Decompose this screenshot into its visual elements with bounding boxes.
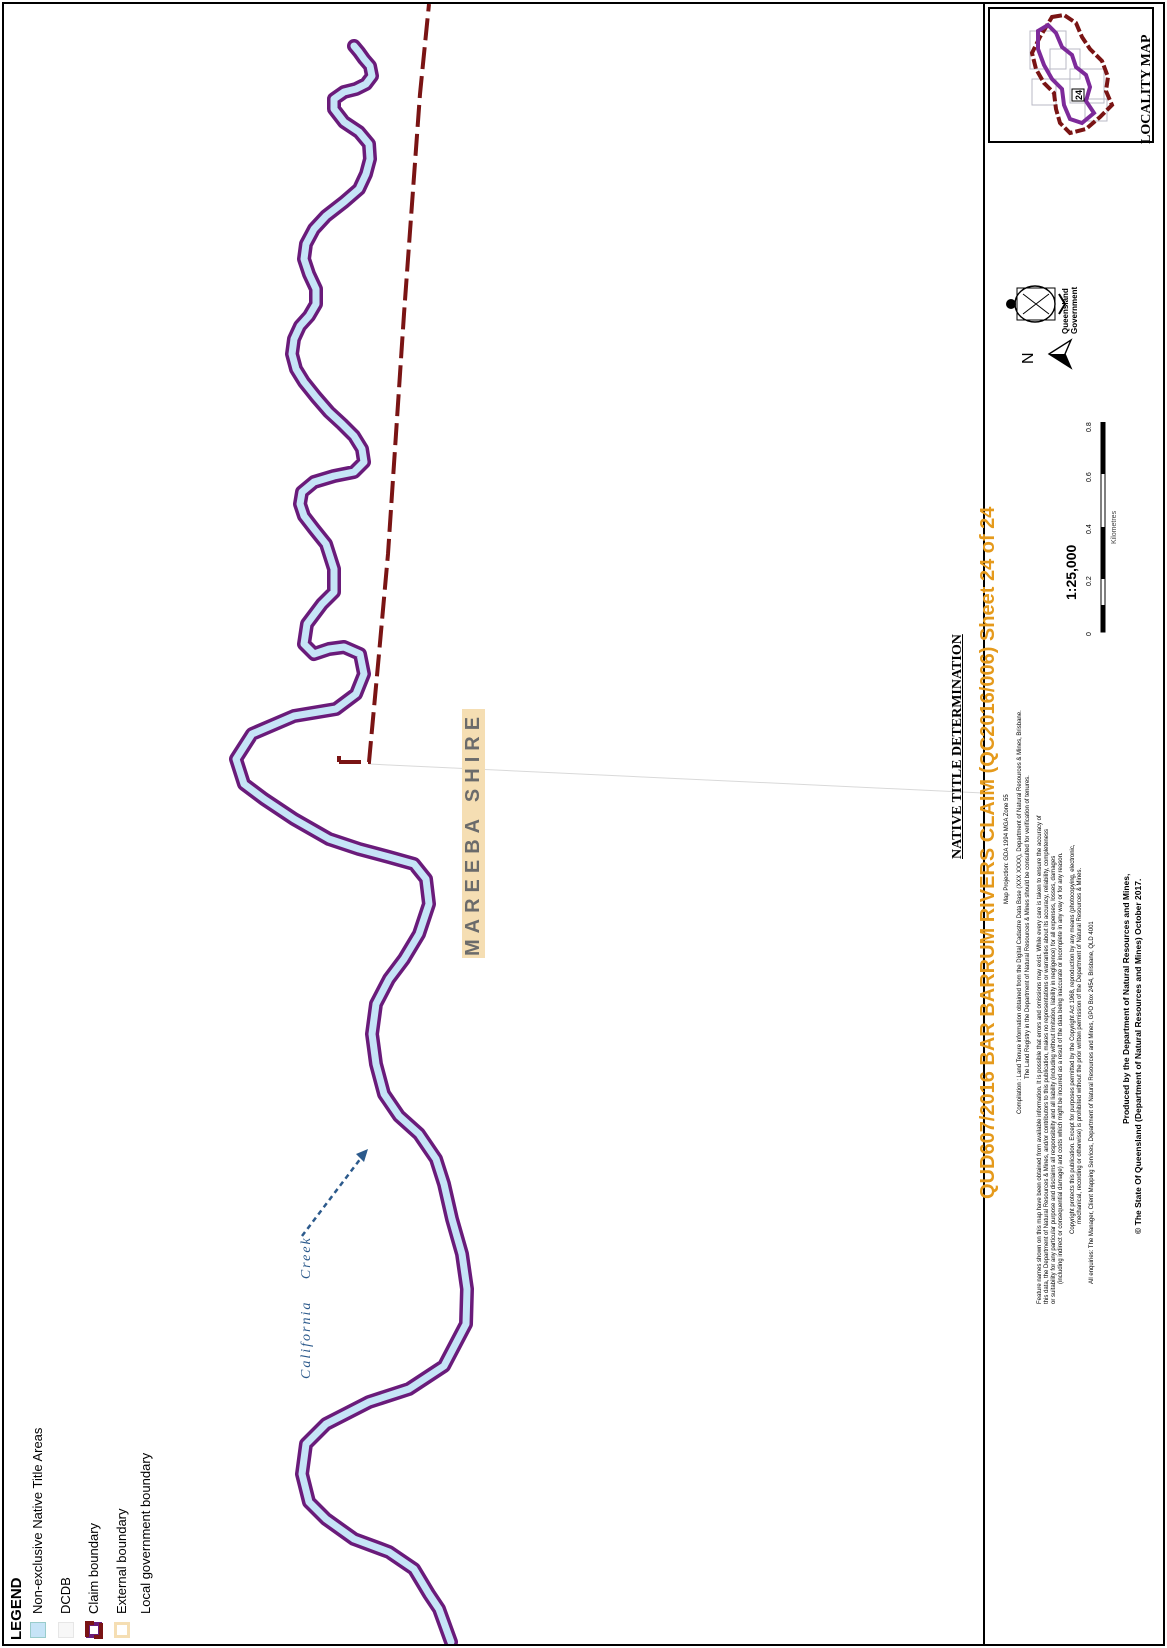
title-compilation-1: Compilation : Land Tenure information ob…: [1017, 710, 1023, 1114]
locality-sheet-number: 24: [1074, 90, 1084, 100]
north-arrow-icon: [1047, 338, 1073, 370]
creek-pointer-line: [301, 1153, 365, 1237]
scale-bar: [1100, 422, 1106, 633]
title-heading-text: NATIVE TITLE DETERMINATION: [950, 634, 965, 859]
locality-claim-area: [1036, 22, 1097, 126]
legend-swatch-dcdb: [58, 1622, 74, 1638]
crest-text: Queensland Government: [1061, 286, 1079, 334]
scale-tick-3: 0.6: [1086, 472, 1093, 482]
creek-label: California Creek: [299, 1236, 314, 1379]
map-canvas[interactable]: [4, 4, 983, 1644]
locality-map-canvas: 24: [1029, 12, 1115, 136]
creek-pointer-arrowhead: [356, 1149, 368, 1162]
title-disclaimer-3: or suitability for any particular purpos…: [1051, 855, 1057, 1304]
legend-label-dcdb: DCDB: [58, 1577, 73, 1614]
legend-label-claim-boundary: Claim boundary: [86, 1522, 101, 1614]
legend-block: LEGEND Non-exclusive Native Title Areas …: [4, 1284, 153, 1644]
external-boundary-line: [339, 4, 431, 764]
native-title-river-fill: [232, 42, 471, 1644]
locality-map-label: LOCALITY MAP: [1139, 34, 1154, 144]
scale-unit: Kilometres: [1111, 510, 1118, 544]
title-compilation-2: The Land Registry in the Department of N…: [1025, 775, 1031, 1079]
legend-label-local-government: Local government boundary: [138, 1452, 153, 1614]
locality-external-boundary: [1029, 12, 1115, 136]
sidebar-divider: [983, 4, 985, 1644]
legend-label-external-boundary: External boundary: [114, 1508, 129, 1614]
legend-swatch-native-title: [30, 1622, 46, 1638]
title-enquiries: All enquiries: The Manager, Client Mappi…: [1089, 921, 1095, 1284]
title-copyright-1: Copyright protects this publication. Exc…: [1070, 844, 1076, 1234]
queensland-crest-icon: [1006, 285, 1067, 323]
legend-swatch-local-government: [114, 1622, 130, 1638]
scale-ratio: 1:25,000: [1063, 544, 1079, 600]
shire-label: MAREEBA SHIRE: [462, 708, 485, 958]
locality-map[interactable]: 24: [988, 7, 1154, 143]
sidebar: 24 LOCALITY MAP © The State Of Queenslan…: [985, 4, 1163, 1644]
title-disclaimer-2: this data, the Department of Natural Res…: [1044, 828, 1050, 1304]
title-copyright-2: mechanical, recording or otherwise) is p…: [1077, 867, 1083, 1224]
legend-label-native-title: Non-exclusive Native Title Areas: [30, 1427, 45, 1614]
legend-swatch-external-boundary: [85, 1621, 103, 1639]
title-disclaimer-1: Feature names shown on this map have bee…: [1037, 815, 1043, 1304]
title-block-texts: NATIVE TITLE DETERMINATION QUD607/2016 B…: [4, 4, 1095, 1304]
title-disclaimer-4: (including indirect or consequential dam…: [1058, 852, 1064, 1284]
produced-by: Produced by the Department of Natural Re…: [1121, 873, 1131, 1124]
title-projection: Map Projection: GDA 1994 MGA Zone 55: [1004, 794, 1010, 904]
scale-tick-0: 0: [1086, 632, 1093, 636]
scale-tick-4: 0.8: [1086, 422, 1093, 432]
north-label: N: [1020, 352, 1037, 364]
map-area[interactable]: MAREEBA SHIRE California Creek: [4, 4, 983, 1644]
legend-heading: LEGEND: [8, 1577, 25, 1640]
scale-tick-1: 0.2: [1086, 576, 1093, 586]
state-copyright: © The State Of Queensland (Department of…: [1133, 878, 1143, 1234]
title-main: QUD607/2016 BAR BARRUM RIVERS CLAIM (QC2…: [977, 506, 999, 1199]
scale-tick-2: 0.4: [1086, 524, 1093, 534]
